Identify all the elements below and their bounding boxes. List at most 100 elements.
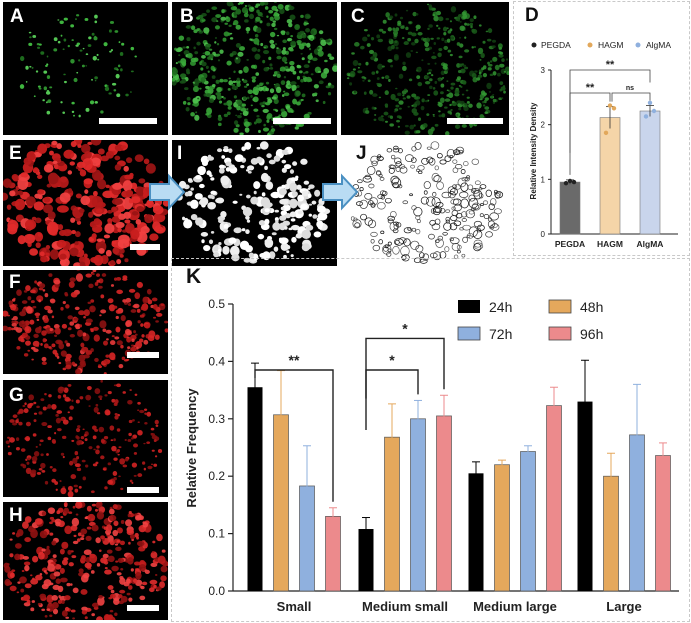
chart-d-bar <box>559 181 581 235</box>
cell-blob <box>83 316 86 319</box>
cell-blob <box>97 58 100 61</box>
cell-blob <box>136 515 144 520</box>
cell-blob <box>271 5 278 11</box>
cell-blob <box>398 107 402 110</box>
cell-blob <box>108 92 112 95</box>
cell-blob <box>236 105 241 111</box>
cell-blob <box>281 94 285 97</box>
cell-blob <box>213 246 219 252</box>
panel-label-i: I <box>177 143 183 164</box>
cell-blob <box>36 318 40 322</box>
cell-blob <box>303 113 310 120</box>
cell-blob <box>90 306 93 310</box>
cell-blob <box>254 33 259 38</box>
cell-blob <box>131 462 138 468</box>
cell-blob <box>58 595 61 599</box>
cell-blob <box>490 95 494 99</box>
cell-blob <box>485 30 489 33</box>
cell-blob <box>122 391 126 394</box>
cell-outline <box>467 184 474 191</box>
cell-blob <box>266 114 271 120</box>
cell-blob <box>11 318 14 321</box>
legend-swatch-48h <box>548 299 572 314</box>
cell-blob <box>94 388 101 395</box>
cell-blob <box>247 171 252 174</box>
cell-outline <box>410 164 416 169</box>
cell-outline <box>387 215 396 222</box>
cell-blob <box>317 50 324 57</box>
cell-blob <box>279 66 287 72</box>
cell-blob <box>242 206 253 217</box>
cell-blob <box>155 320 159 323</box>
cell-blob <box>141 303 149 312</box>
cell-blob <box>243 85 248 88</box>
cell-blob <box>28 42 33 47</box>
cell-blob <box>384 90 389 96</box>
cell-blob <box>128 432 132 437</box>
cell-blob <box>274 217 279 222</box>
cell-blob <box>394 40 398 44</box>
cell-blob <box>172 77 176 82</box>
cell-blob <box>471 46 474 49</box>
chart-d-sig-label: ns <box>626 85 634 92</box>
cell-blob <box>103 614 111 620</box>
cell-outline <box>489 212 499 221</box>
cell-outline <box>366 166 376 175</box>
cell-blob <box>7 326 13 331</box>
cell-blob <box>120 344 124 349</box>
cell-outline <box>418 170 423 174</box>
chart-d-bar <box>639 110 661 235</box>
cell-blob <box>376 34 381 39</box>
cell-blob <box>441 37 445 42</box>
cell-blob <box>394 13 398 17</box>
cell-blob <box>71 555 77 559</box>
cell-blob <box>310 37 314 42</box>
cell-blob <box>63 73 66 76</box>
cell-blob <box>82 428 85 431</box>
cell-blob <box>116 276 122 281</box>
cell-blob <box>88 211 94 218</box>
cell-blob <box>25 340 31 346</box>
cell-blob <box>51 540 57 546</box>
cell-blob <box>116 527 123 534</box>
cell-blob <box>91 524 99 532</box>
cell-blob <box>104 409 111 416</box>
cell-blob <box>187 52 193 59</box>
cell-blob <box>233 120 239 126</box>
cell-blob <box>91 169 102 181</box>
cell-blob <box>96 178 107 190</box>
cell-blob <box>371 106 375 110</box>
cell-blob <box>151 434 158 440</box>
cell-blob <box>113 305 118 309</box>
cell-blob <box>286 18 293 24</box>
cell-blob <box>127 400 133 405</box>
cell-blob <box>246 108 249 110</box>
chart-k-ytick-label: 0.3 <box>208 412 225 426</box>
cell-blob <box>43 204 54 214</box>
cell-blob <box>211 6 218 10</box>
cell-blob <box>288 22 293 28</box>
cell-blob <box>259 82 263 87</box>
cell-outline <box>471 158 480 165</box>
cell-blob <box>133 474 137 477</box>
cell-blob <box>216 20 219 22</box>
cell-blob <box>112 504 118 510</box>
cell-blob <box>49 298 56 304</box>
cell-blob <box>68 562 74 567</box>
cell-outline <box>490 198 497 206</box>
cell-outline <box>462 236 469 243</box>
cell-blob <box>126 336 130 339</box>
chart-k-ytick-label: 0.1 <box>208 527 225 541</box>
chart-k-bar <box>494 464 510 592</box>
cell-outline <box>460 182 469 192</box>
cell-blob <box>422 123 428 128</box>
cell-blob <box>296 65 302 69</box>
cell-blob <box>308 184 315 189</box>
cell-blob <box>414 101 417 104</box>
cell-blob <box>391 44 395 50</box>
cell-outline <box>435 238 444 248</box>
cell-outline <box>473 239 483 248</box>
cell-blob <box>80 589 88 595</box>
cell-blob <box>484 111 489 115</box>
cell-outline <box>388 164 395 169</box>
